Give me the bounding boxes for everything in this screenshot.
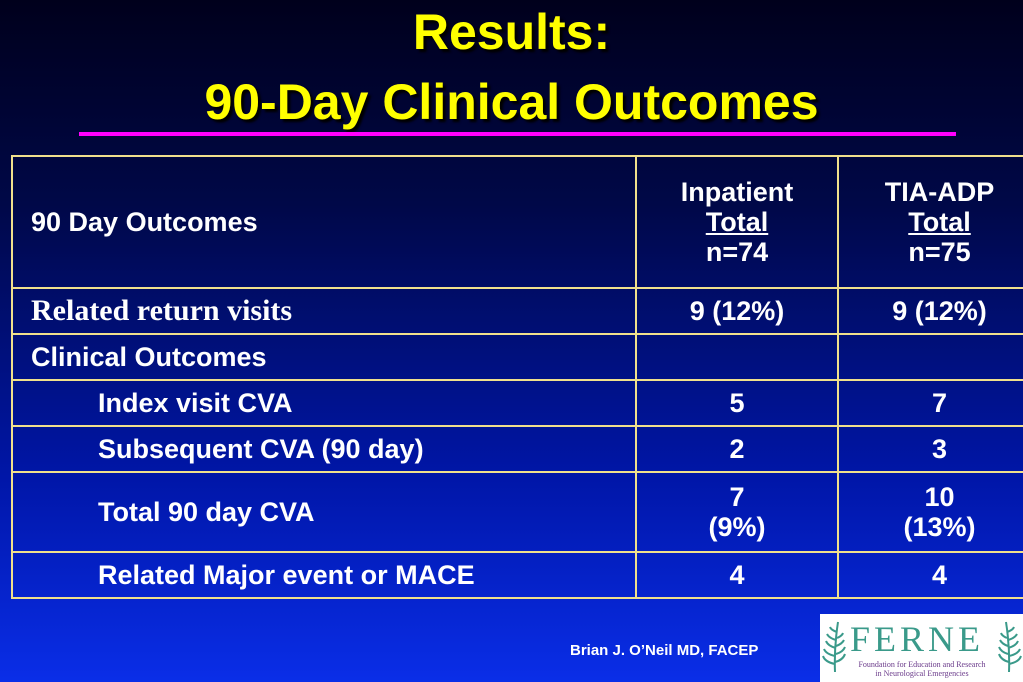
table-row: Clinical Outcomes bbox=[11, 333, 1023, 381]
header-tia-adp-total: Total bbox=[908, 207, 971, 237]
cell-tia-adp-count: 10 bbox=[924, 482, 955, 512]
table-row: Total 90 day CVA 7 (9%) 10 (13%) bbox=[11, 471, 1023, 553]
row-label-major-event: Related Major event or MACE bbox=[11, 551, 637, 599]
logo-wordmark: FERNE bbox=[850, 619, 985, 659]
cell-tia-adp: 9 (12%) bbox=[837, 287, 1023, 335]
header-tia-adp-n: n=75 bbox=[908, 237, 971, 267]
logo-tagline: Foundation for Education and Research in… bbox=[826, 660, 1018, 678]
cell-inpatient: 7 (9%) bbox=[635, 471, 839, 553]
row-label-total-cva: Total 90 day CVA bbox=[11, 471, 637, 553]
header-tia-adp-name: TIA-ADP bbox=[884, 177, 995, 207]
table-row: Related Major event or MACE 4 4 bbox=[11, 551, 1023, 599]
header-tia-adp: TIA-ADP Total n=75 bbox=[837, 155, 1023, 289]
ferne-logo: FERNE Foundation for Education and Resea… bbox=[820, 614, 1023, 682]
table-header-row: 90 Day Outcomes Inpatient Total n=74 TIA… bbox=[11, 155, 1023, 289]
outcomes-table: 90 Day Outcomes Inpatient Total n=74 TIA… bbox=[11, 155, 1023, 599]
cell-inpatient: 4 bbox=[635, 551, 839, 599]
fern-leaf-icon bbox=[998, 621, 1022, 673]
logo-tagline-line1: Foundation for Education and Research bbox=[858, 660, 986, 669]
cell-inpatient: 9 (12%) bbox=[635, 287, 839, 335]
cell-inpatient: 5 bbox=[635, 379, 839, 427]
row-label-subsequent-cva: Subsequent CVA (90 day) bbox=[11, 425, 637, 473]
cell-inpatient-count: 7 bbox=[729, 482, 745, 512]
slide-title-line2: 90-Day Clinical Outcomes bbox=[204, 74, 819, 130]
cell-tia-adp: 3 bbox=[837, 425, 1023, 473]
cell-inpatient: 2 bbox=[635, 425, 839, 473]
header-inpatient-n: n=74 bbox=[705, 237, 769, 267]
cell-tia-adp bbox=[837, 333, 1023, 381]
title-underline bbox=[79, 132, 956, 136]
cell-tia-adp-percent: (13%) bbox=[903, 512, 976, 542]
cell-tia-adp: 7 bbox=[837, 379, 1023, 427]
cell-inpatient bbox=[635, 333, 839, 381]
header-inpatient-total: Total bbox=[705, 207, 769, 237]
row-label-clinical-outcomes: Clinical Outcomes bbox=[11, 333, 637, 381]
cell-inpatient-percent: (9%) bbox=[708, 512, 766, 542]
row-label-return-visits: Related return visits bbox=[11, 287, 637, 335]
fern-leaf-icon bbox=[822, 621, 846, 673]
table-row: Subsequent CVA (90 day) 2 3 bbox=[11, 425, 1023, 473]
cell-tia-adp: 10 (13%) bbox=[837, 471, 1023, 553]
row-label-index-cva: Index visit CVA bbox=[11, 379, 637, 427]
table-row: Index visit CVA 5 7 bbox=[11, 379, 1023, 427]
table-row: Related return visits 9 (12%) 9 (12%) bbox=[11, 287, 1023, 335]
header-outcomes-label: 90 Day Outcomes bbox=[11, 155, 637, 289]
cell-tia-adp: 4 bbox=[837, 551, 1023, 599]
header-inpatient: Inpatient Total n=74 bbox=[635, 155, 839, 289]
slide-title-line1: Results: bbox=[412, 4, 611, 60]
logo-tagline-line2: in Neurological Emergencies bbox=[875, 669, 969, 678]
author-credit: Brian J. O’Neil MD, FACEP bbox=[570, 642, 759, 659]
header-inpatient-name: Inpatient bbox=[680, 177, 794, 207]
